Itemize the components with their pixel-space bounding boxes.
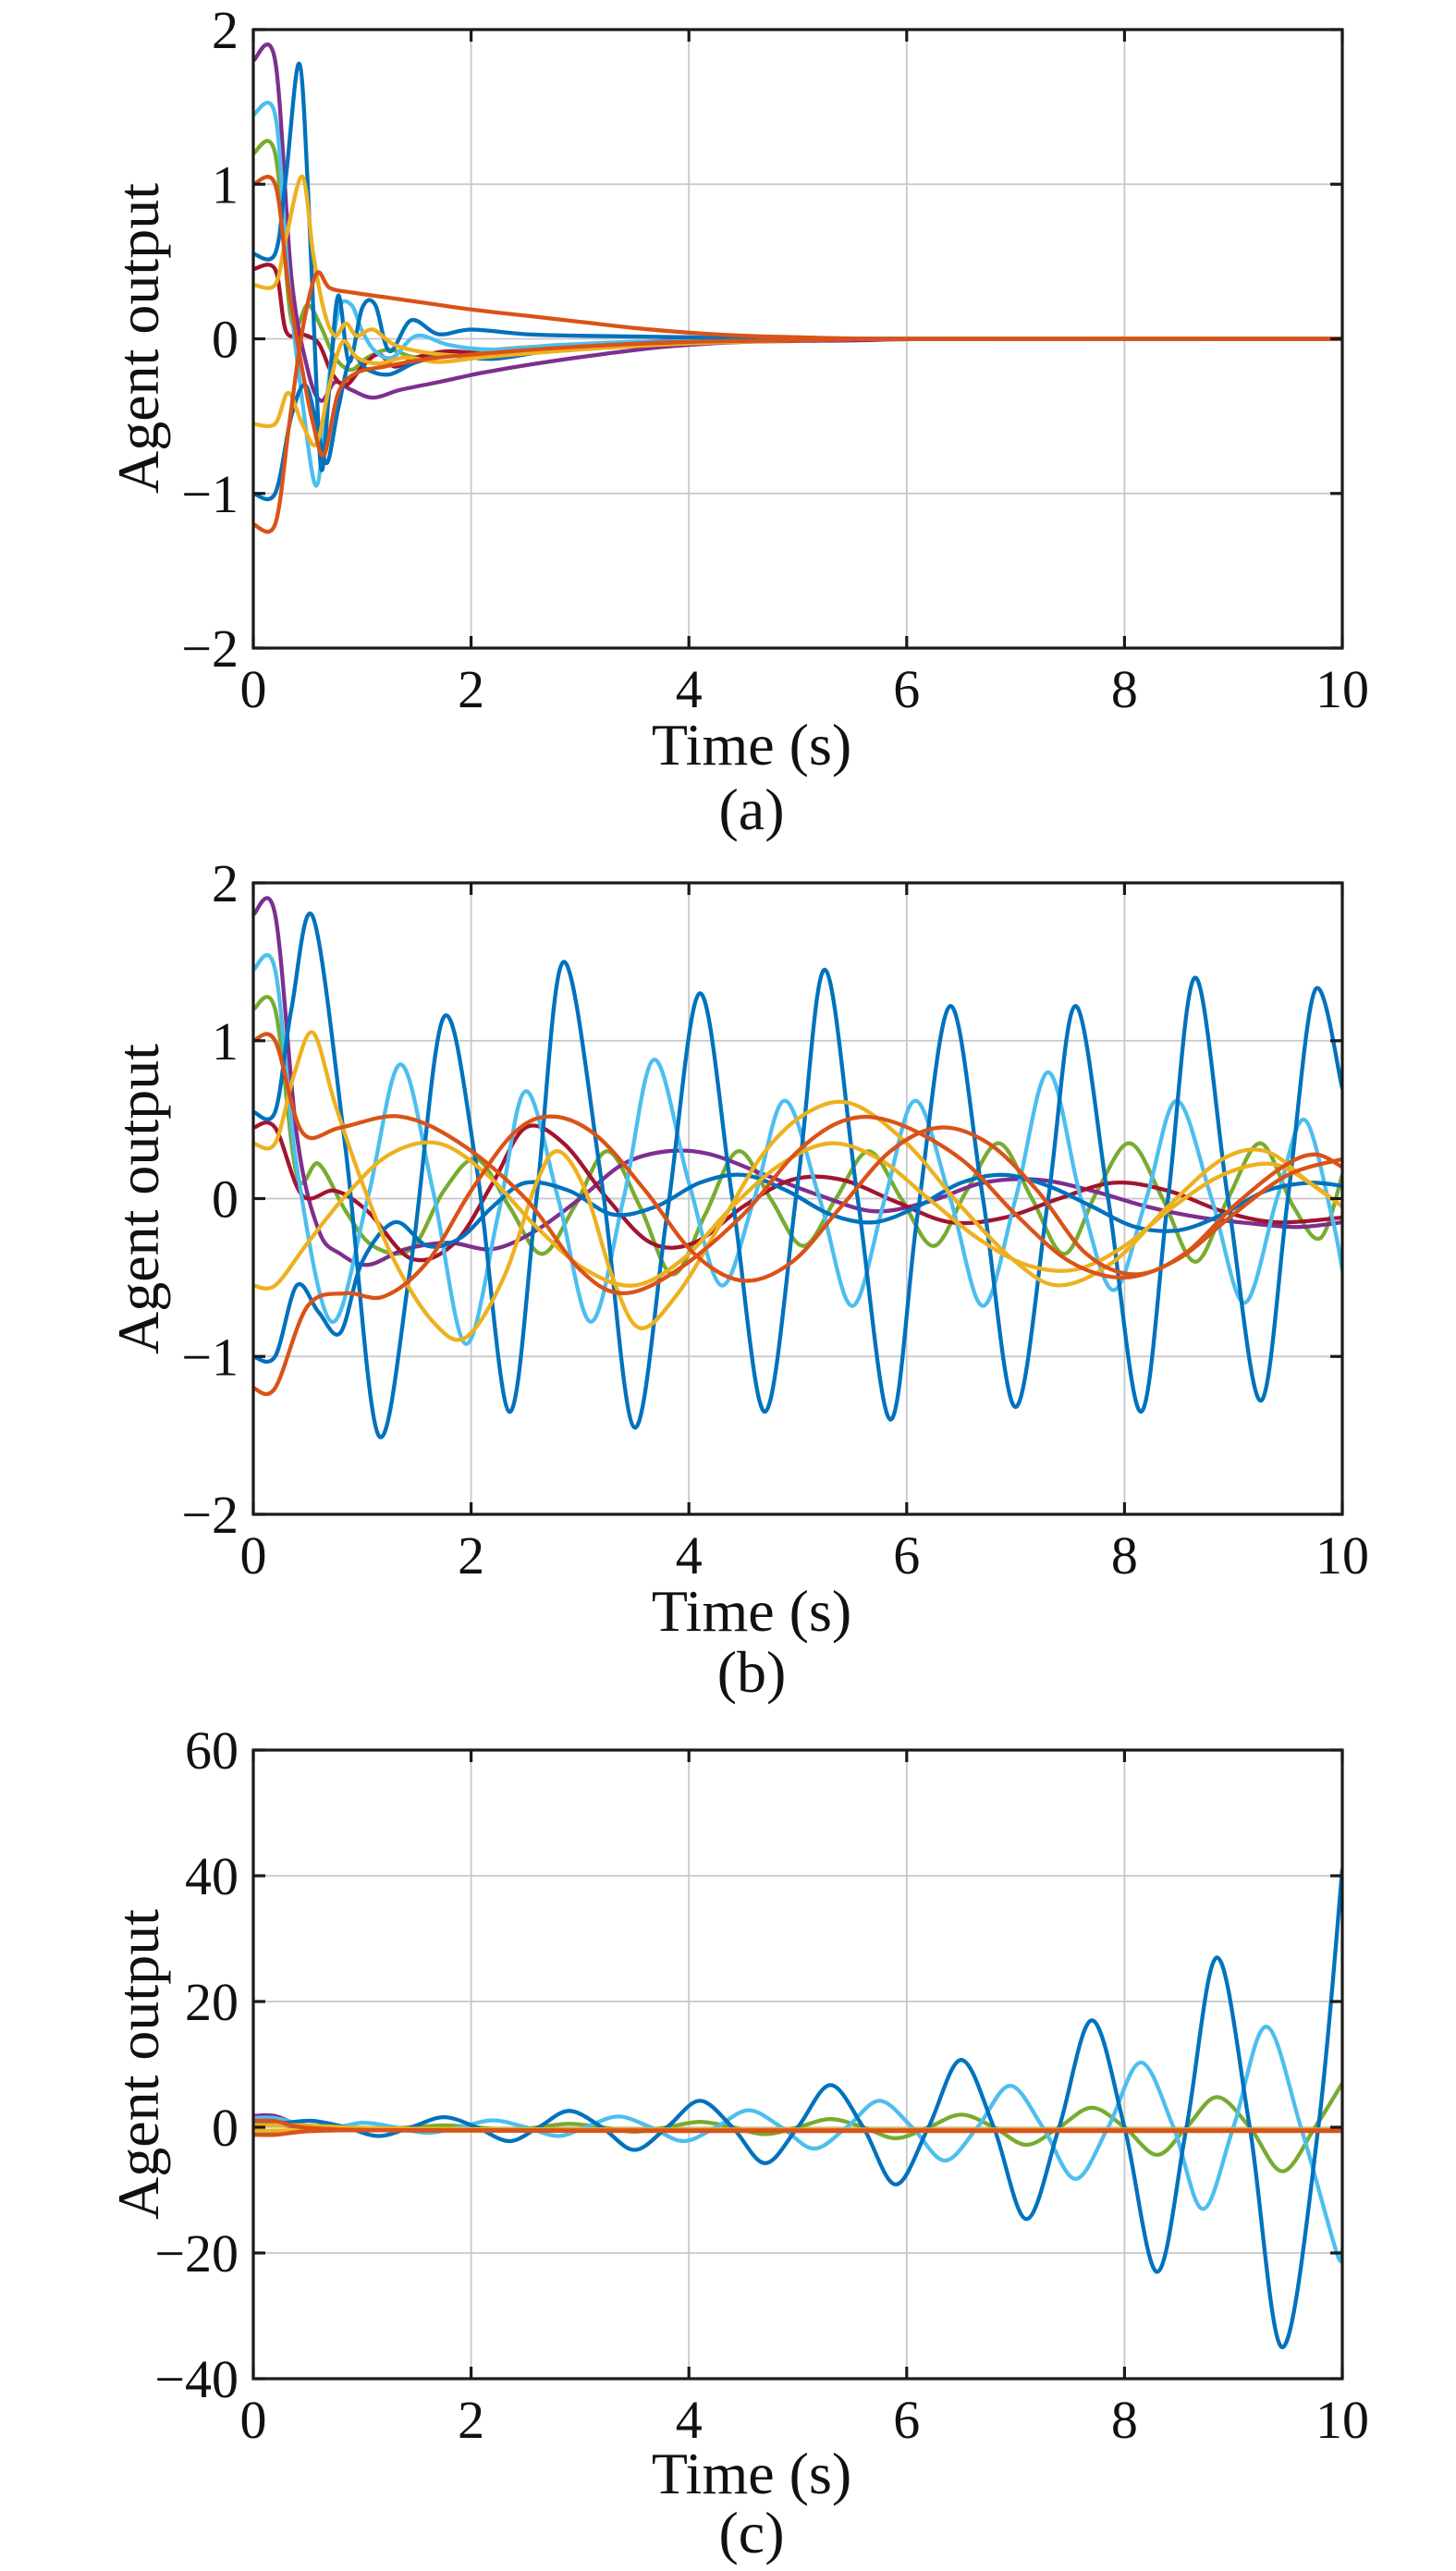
x-tick-label: 4 <box>676 2390 703 2450</box>
series-line-agent-4 <box>253 43 1342 403</box>
x-tick-label: 8 <box>1111 659 1138 719</box>
subplot-c: 0 2 4 6 8 10 60 40 20 0 −20 −40 Agent output Time (… <box>0 1714 1456 2571</box>
series-line-agent-9 <box>253 270 1342 534</box>
x-tick-label: 2 <box>458 2390 484 2450</box>
y-tick-label: 0 <box>212 2098 239 2158</box>
x-tick-label: 0 <box>240 1525 267 1585</box>
y-tick-label: 2 <box>212 857 239 913</box>
series-line-agent-6 <box>253 952 1342 1346</box>
subplot-letter-c: (c) <box>718 2500 785 2565</box>
y-tick-label: 1 <box>212 154 239 214</box>
x-tick-label: 2 <box>458 1525 484 1585</box>
y-tick-label: 20 <box>185 1972 239 2032</box>
x-tick-label: 10 <box>1315 1525 1369 1585</box>
x-tick-label: 0 <box>240 2390 267 2450</box>
x-axis-label-c: Time (s) <box>651 2441 852 2506</box>
x-axis-label-b: Time (s) <box>651 1578 852 1644</box>
x-axis-label-a: Time (s) <box>651 712 852 777</box>
series-line-agent-1 <box>253 61 1342 472</box>
series-group <box>253 896 1342 1439</box>
series-line-agent-7 <box>253 263 1342 387</box>
y-tick-label: −20 <box>154 2223 239 2283</box>
x-tick-label: 10 <box>1315 2390 1369 2450</box>
y-tick-label: −1 <box>181 464 239 524</box>
x-tick-label: 6 <box>893 659 920 719</box>
axes-box <box>251 1748 1344 2381</box>
series-line-agent-6 <box>253 100 1342 488</box>
y-tick-label: 60 <box>185 1720 239 1781</box>
y-axis-label-a: Agent output <box>105 183 171 494</box>
y-tick-label: 1 <box>212 1011 239 1071</box>
x-tick-label: 4 <box>676 659 703 719</box>
series-line-agent-8 <box>253 337 1342 502</box>
x-tick-label: 8 <box>1111 2390 1138 2450</box>
series-line-agent-1 <box>253 1867 1342 2350</box>
y-tick-label: 40 <box>185 1846 239 1906</box>
series-line-agent-10 <box>253 1140 1342 1291</box>
x-tick-label: 6 <box>893 1525 920 1585</box>
y-axis-label-b: Agent output <box>105 1044 171 1354</box>
series-line-agent-3 <box>253 1030 1342 1342</box>
series-line-agent-2 <box>253 175 1342 458</box>
series-line-agent-1 <box>253 912 1342 1439</box>
series-line-agent-6 <box>253 2025 1342 2264</box>
y-tick-label: 0 <box>212 310 239 370</box>
series-line-agent-9 <box>253 1114 1342 1397</box>
subplot-letter-a: (a) <box>718 777 785 842</box>
plot-area-c: 0 2 4 6 8 10 60 40 20 0 −20 −40 <box>154 1720 1369 2450</box>
y-tick-label: −1 <box>181 1327 239 1387</box>
subplot-b: 0 2 4 6 8 10 2 1 0 −1 −2 Agent output Time (s) (b) <box>0 857 1456 1714</box>
x-tick-label: 2 <box>458 659 484 719</box>
x-tick-label: 10 <box>1315 659 1369 719</box>
y-tick-label: 0 <box>212 1169 239 1230</box>
series-line-agent-3 <box>253 174 1342 359</box>
subplot-letter-b: (b) <box>716 1639 787 1705</box>
series-group <box>253 43 1342 534</box>
y-tick-label: −2 <box>181 618 239 679</box>
y-axis-label-c: Agent output <box>105 1909 171 2220</box>
series-group <box>253 1867 1342 2350</box>
y-tick-label: −40 <box>154 2349 239 2409</box>
series-line-agent-7 <box>253 1120 1342 1263</box>
x-tick-label: 8 <box>1111 1525 1138 1585</box>
subplot-a: 0 2 4 6 8 10 2 1 0 −1 −2 Agent output Time (s) (a) <box>0 0 1456 857</box>
x-tick-label: 6 <box>893 2390 920 2450</box>
x-tick-label: 4 <box>676 1525 703 1585</box>
y-tick-label: 2 <box>212 0 239 60</box>
series-line-agent-9 <box>253 2127 1342 2137</box>
series-line-agent-10 <box>253 337 1342 447</box>
y-tick-label: −2 <box>181 1485 239 1545</box>
x-tick-label: 0 <box>240 659 267 719</box>
